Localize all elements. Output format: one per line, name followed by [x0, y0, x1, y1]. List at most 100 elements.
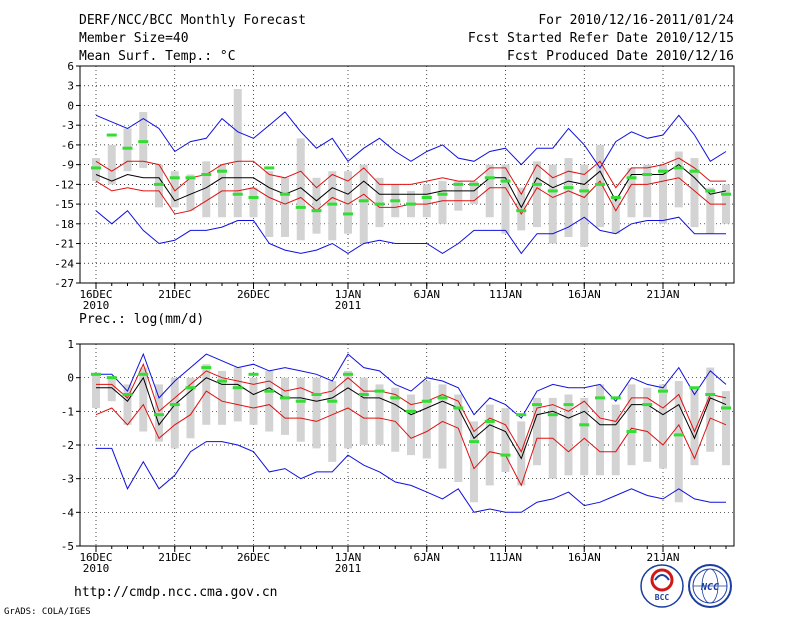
x-tick-label: 11JAN: [489, 288, 522, 301]
median-marker: [658, 169, 668, 173]
max-line: [96, 352, 727, 419]
ensemble-box: [690, 158, 699, 228]
y-tick-label: -27: [54, 277, 74, 290]
median-marker: [658, 389, 668, 393]
ensemble-box: [139, 112, 148, 168]
x-tick-label: 6JAN: [414, 551, 441, 564]
ensemble-box: [627, 384, 636, 466]
ensemble-box: [123, 128, 132, 172]
median-marker: [500, 453, 511, 457]
median-marker: [532, 403, 542, 407]
median-marker: [311, 209, 322, 213]
median-marker: [390, 396, 401, 400]
ensemble-box: [139, 367, 148, 432]
ensemble-box: [454, 394, 463, 483]
median-marker: [579, 189, 590, 193]
bcc-logo: BCC: [640, 564, 684, 608]
grads-credit: GrADS: COLA/IGES: [4, 607, 91, 617]
ensemble-box: [501, 407, 510, 472]
x-tick-label: 16JAN: [568, 288, 601, 301]
ensemble-box: [249, 377, 258, 425]
median-marker: [421, 399, 432, 403]
ensemble-box: [438, 181, 447, 224]
bcc-logo-text: BCC: [655, 593, 670, 602]
ensemble-box: [533, 161, 541, 228]
ensemble-box: [155, 384, 163, 442]
header-fcst-produced: Fcst Produced Date 2010/12/16: [507, 49, 734, 64]
ensemble-box: [202, 161, 211, 218]
median-marker: [264, 166, 275, 170]
x-tick-label: 16DEC: [79, 288, 112, 301]
x-tick-label: 21DEC: [158, 551, 191, 564]
min-line: [96, 441, 726, 513]
header-variable: Mean Surf. Temp.: °C: [79, 49, 236, 64]
median-marker: [248, 196, 259, 200]
y-tick-label: -3: [61, 119, 74, 132]
p90-line: [96, 362, 727, 453]
median-marker: [343, 372, 353, 376]
ensemble-box: [92, 158, 100, 182]
ensemble-box: [706, 187, 715, 234]
median-marker: [469, 182, 479, 186]
median-marker: [232, 386, 243, 390]
median-marker: [595, 396, 605, 400]
median-marker: [374, 202, 385, 206]
ensemble-box: [517, 421, 526, 486]
median-marker: [721, 192, 731, 196]
ensemble-box: [391, 387, 400, 452]
ncc-logo-text: NCC: [700, 582, 719, 593]
y-tick-label: -24: [54, 257, 74, 270]
ensemble-box: [659, 164, 667, 224]
y-tick-label: 6: [67, 60, 74, 73]
median-marker: [217, 379, 227, 383]
x-tick-label: 26DEC: [237, 288, 270, 301]
median-marker: [217, 169, 227, 173]
ensemble-box: [422, 381, 431, 459]
median-marker: [610, 396, 621, 400]
median-marker: [91, 166, 101, 170]
median-marker: [185, 176, 196, 180]
median-marker: [232, 192, 243, 196]
x-tick-label: 21JAN: [646, 288, 679, 301]
median-marker: [106, 133, 117, 137]
y-tick-label: -5: [61, 540, 74, 553]
ensemble-box: [123, 384, 132, 425]
median-marker: [626, 176, 637, 180]
median-marker: [705, 189, 716, 193]
ensemble-box: [470, 181, 478, 205]
ensemble-box: [296, 377, 305, 442]
median-marker: [280, 192, 290, 196]
median-marker: [327, 399, 338, 403]
ensemble-box: [186, 377, 195, 439]
median-marker: [169, 403, 180, 407]
footer-url[interactable]: http://cmdp.ncc.cma.gov.cn: [74, 585, 278, 600]
ensemble-box: [281, 177, 289, 237]
header-member-size: Member Size=40: [79, 31, 189, 46]
y-tick-label: -15: [54, 198, 74, 211]
mean-line: [96, 376, 727, 460]
max-line: [95, 111, 727, 169]
median-marker: [358, 393, 369, 396]
y-tick-label: -18: [54, 218, 74, 231]
median-marker: [154, 182, 164, 186]
median-marker: [484, 176, 495, 180]
y-tick-label: -2: [61, 439, 74, 452]
p90-line: [95, 157, 726, 196]
ensemble-box: [470, 421, 478, 503]
median-marker: [547, 189, 558, 193]
median-marker: [437, 192, 448, 196]
median-marker: [122, 146, 133, 150]
median-marker: [453, 182, 464, 186]
ensemble-box: [611, 197, 620, 234]
median-marker: [579, 423, 590, 427]
median-marker: [185, 386, 196, 390]
ensemble-box: [233, 367, 242, 422]
ensemble-box: [281, 377, 289, 435]
ensemble-box: [155, 164, 163, 208]
ensemble-box: [344, 171, 352, 234]
median-marker: [154, 413, 164, 417]
ensemble-box: [564, 394, 573, 476]
ensemble-box: [92, 374, 100, 408]
median-marker: [689, 169, 700, 173]
